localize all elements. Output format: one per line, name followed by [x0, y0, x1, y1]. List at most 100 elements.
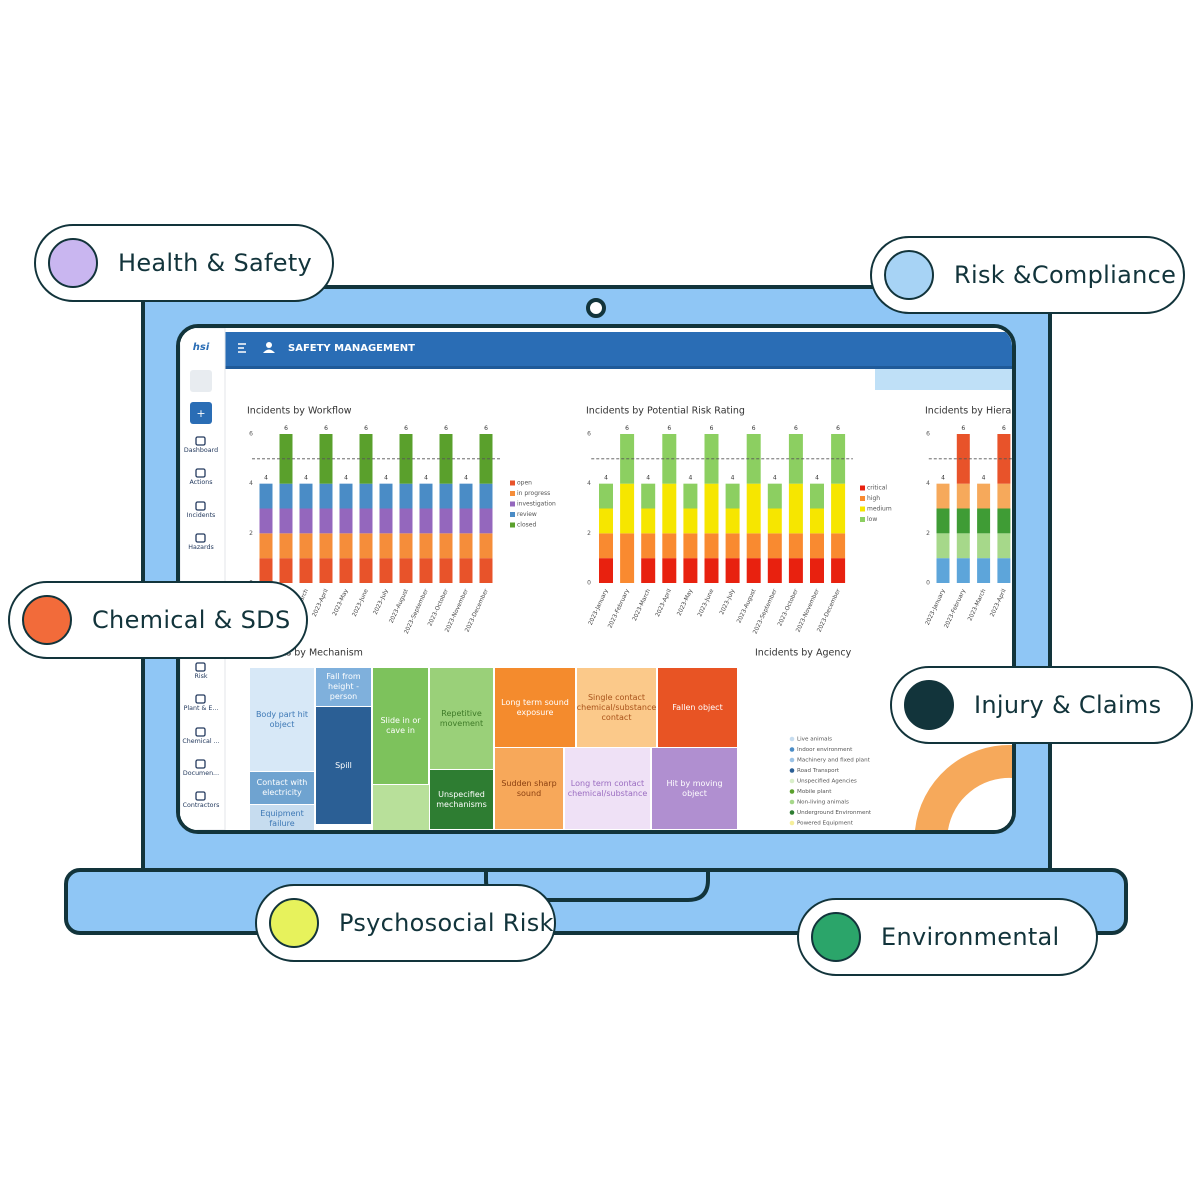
bar-segment — [810, 508, 824, 534]
bar-segment — [379, 533, 393, 559]
bar-total-label: 6 — [710, 425, 714, 432]
treemap-cell[interactable]: Sudden sharp sound — [495, 748, 564, 830]
bar-segment — [279, 483, 293, 509]
badge[interactable]: Environmental — [797, 898, 1098, 976]
nav-item[interactable]: Dashboard — [184, 447, 218, 454]
user-icon — [263, 349, 275, 353]
bar-segment — [339, 483, 353, 509]
treemap-cell[interactable]: Long term sound exposure — [495, 668, 576, 748]
bar-segment — [725, 483, 740, 509]
legend-label: Powered Equipment — [797, 821, 854, 827]
treemap-cell[interactable]: Fall from height - person — [316, 668, 372, 707]
bar-segment — [831, 533, 846, 559]
bar-segment — [459, 533, 473, 559]
treemap-cell[interactable]: Contact with electricity — [250, 772, 315, 805]
bar-total-label: 6 — [961, 425, 965, 432]
bar-total-label: 4 — [815, 475, 819, 482]
filter-box — [875, 369, 1012, 390]
legend-label: closed — [517, 522, 536, 529]
bar-segment — [319, 558, 333, 583]
treemap-cell[interactable]: Equipment failure — [250, 805, 315, 830]
nav-item[interactable]: Plant & E... — [184, 705, 219, 712]
bar-total-label: 4 — [688, 475, 692, 482]
legend-label: review — [517, 511, 537, 518]
bar-segment — [641, 533, 656, 559]
bar-segment — [359, 508, 373, 534]
bar-segment — [788, 533, 803, 559]
legend-swatch — [789, 799, 795, 805]
bar-segment — [599, 483, 613, 509]
chart-title: Incidents by Hiera — [925, 406, 1011, 417]
bar-segment — [788, 558, 803, 583]
bar-segment — [767, 483, 782, 509]
legend-label: Road Transport — [797, 768, 840, 774]
nav-item[interactable]: Chemical ... — [182, 738, 219, 745]
badge[interactable]: Chemical & SDS — [8, 581, 308, 659]
treemap-cell[interactable]: Long term contact chemical/substance — [565, 748, 651, 830]
badge-label: Risk &Compliance — [954, 261, 1177, 289]
bar-segment — [599, 558, 613, 583]
bar-segment — [641, 558, 656, 583]
bar-segment — [359, 434, 373, 484]
donut-arc — [915, 744, 1012, 830]
badge[interactable]: Injury & Claims — [890, 666, 1193, 744]
bar-total-label: 6 — [404, 425, 408, 432]
nav-item[interactable]: Hazards — [188, 544, 214, 551]
header-bar — [225, 332, 1012, 366]
treemap-cell[interactable]: Body part hit object — [250, 668, 315, 772]
treemap-cell[interactable]: Spill — [316, 707, 372, 825]
nav-icon — [195, 727, 206, 737]
bar-segment — [479, 558, 493, 583]
badge-icon — [22, 595, 72, 645]
nav-item[interactable]: Risk — [194, 673, 207, 680]
badge[interactable]: Risk &Compliance — [870, 236, 1185, 314]
nav-icon — [195, 662, 206, 672]
bar-segment — [956, 533, 970, 559]
badge[interactable]: Psychosocial Risk — [255, 884, 556, 962]
treemap-cell[interactable]: Repetitive movement — [430, 668, 494, 770]
search-button[interactable] — [190, 370, 212, 392]
treemap-cell[interactable]: Hit by moving object — [652, 748, 738, 830]
legend-swatch — [510, 491, 515, 496]
nav-item[interactable]: Actions — [189, 479, 212, 486]
bar-segment — [831, 558, 846, 583]
y-tick-label: 0 — [587, 580, 591, 587]
bar-segment — [379, 483, 393, 509]
bar-segment — [767, 533, 782, 559]
bar-segment — [810, 533, 824, 559]
bar-total-label: 4 — [384, 475, 388, 482]
nav-item[interactable]: Documen... — [183, 770, 219, 777]
bar-segment — [439, 483, 453, 509]
legend-label: Unspecified Agencies — [797, 779, 857, 785]
nav-item[interactable]: Incidents — [187, 512, 216, 519]
nav-icon — [195, 694, 206, 704]
treemap-cell[interactable]: Slide in or cave in — [373, 668, 429, 785]
bar-segment — [997, 533, 1011, 559]
treemap-cell[interactable]: Unspecified mechanisms — [430, 770, 494, 830]
bar-segment — [419, 508, 433, 534]
add-icon: + — [196, 407, 205, 420]
bar-segment — [399, 483, 413, 509]
legend-label: low — [867, 516, 877, 523]
bar-total-label: 4 — [304, 475, 308, 482]
bar-segment — [662, 533, 677, 559]
nav-item[interactable]: Contractors — [183, 802, 220, 809]
bar-total-label: 6 — [284, 425, 288, 432]
bar-segment — [279, 533, 293, 559]
add-button[interactable] — [190, 402, 212, 424]
badge-label: Psychosocial Risk — [339, 909, 554, 937]
bar-segment — [620, 533, 635, 583]
badge-label: Health & Safety — [118, 249, 313, 277]
treemap-cell[interactable]: Single contact chemical/substance contac… — [577, 668, 657, 748]
bar-segment — [339, 533, 353, 559]
y-tick-label: 4 — [926, 480, 930, 487]
y-tick-label: 4 — [249, 480, 253, 487]
bar-segment — [704, 483, 719, 534]
bar-segment — [977, 558, 991, 583]
treemap-cell[interactable]: Fallen object — [658, 668, 738, 748]
bar-segment — [259, 533, 273, 559]
bar-segment — [279, 558, 293, 583]
bar-segment — [479, 483, 493, 509]
badge[interactable]: Health & Safety — [34, 224, 334, 302]
bar-segment — [767, 508, 782, 534]
